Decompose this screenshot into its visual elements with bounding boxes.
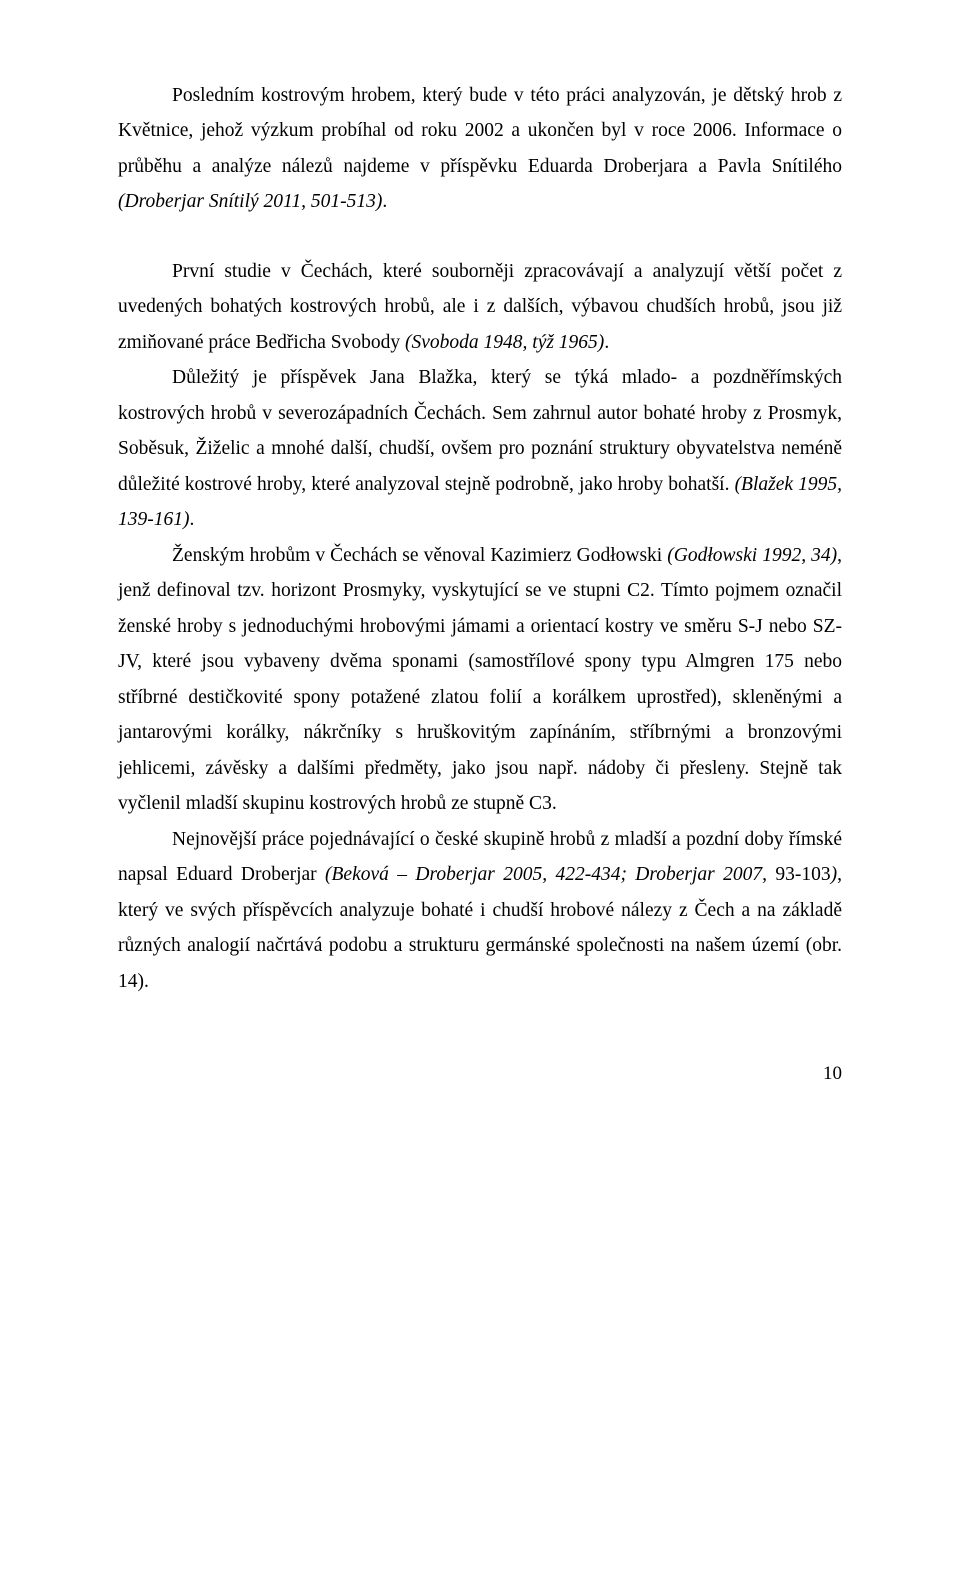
paragraph-1: Posledním kostrovým hrobem, který bude v… [118,78,842,220]
p3-text-a: Důležitý je příspěvek Jana Blažka, který… [118,367,842,494]
paragraph-3: Důležitý je příspěvek Jana Blažka, který… [118,360,842,537]
p3-text-c: . [190,509,195,530]
p4-citation: (Godłowski 1992, 34) [667,545,837,566]
paragraph-gap [118,220,842,254]
p2-text-c: . [604,332,609,353]
paragraph-2: První studie v Čechách, které souborněji… [118,254,842,360]
paragraph-4: Ženským hrobům v Čechách se věnoval Kazi… [118,538,842,822]
p5-citation-a: (Beková – Droberjar 2005, 422-434; Drobe… [325,864,775,885]
p4-text-c: , jenž definoval tzv. horizont Prosmyky,… [118,545,842,814]
page-number: 10 [118,1063,842,1085]
p2-citation: (Svoboda 1948, týž 1965) [405,332,604,353]
p1-citation: (Droberjar Snítilý 2011, 501-513) [118,191,382,212]
paragraph-5: Nejnovější práce pojednávající o české s… [118,822,842,999]
p1-text-a: Posledním kostrovým hrobem, který bude v… [118,85,842,177]
p5-text-c: 93-103 [775,864,830,885]
p1-text-c: . [382,191,387,212]
p4-text-a: Ženským hrobům v Čechách se věnoval Kazi… [172,545,667,566]
